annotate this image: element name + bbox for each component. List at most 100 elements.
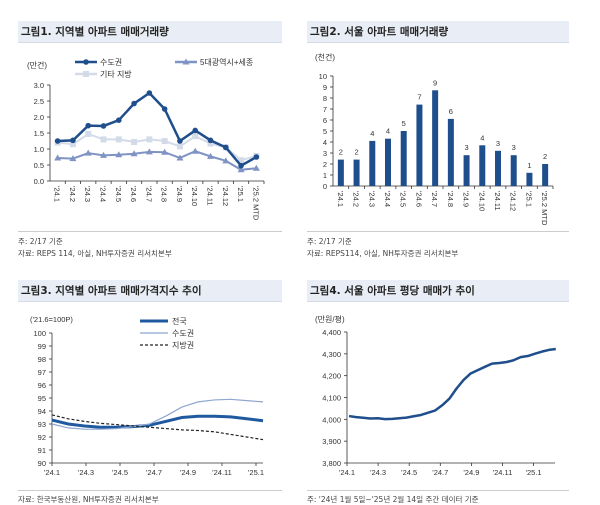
fig2-source: 자료: REPS114, 아실, NH투자증권 리서치본부 — [307, 249, 459, 258]
chart2-y-tick-label: 7 — [323, 105, 327, 114]
chart4-x-tick-label: '24.3 — [370, 468, 386, 477]
chart1-point — [161, 106, 168, 112]
chart3-legend-label: 전국 — [172, 316, 187, 326]
chart1-point — [146, 90, 153, 96]
chart2-data-label: 3 — [496, 139, 500, 148]
chart2-y-tick-label: 5 — [323, 127, 327, 136]
chart1-legend-label: 수도권 — [100, 57, 122, 67]
chart1-point — [69, 141, 76, 148]
chart1-point — [161, 138, 168, 144]
chart3-y-tick-label: 99 — [38, 342, 46, 351]
chart2-data-label: 6 — [449, 107, 453, 116]
chart1-point — [84, 149, 92, 156]
chart3-y-tick-label: 92 — [38, 433, 46, 442]
chart1-series-line-1 — [57, 150, 257, 171]
chart2-bar — [400, 131, 407, 186]
chart1-point — [237, 166, 245, 173]
chart4-y-tick-label: 3,800 — [322, 459, 341, 468]
chart4-y-tick-label: 3,900 — [322, 437, 341, 446]
fig2-title: 그림2. 서울 아파트 매매거래량 — [307, 21, 569, 43]
chart2-bar — [337, 159, 344, 186]
chart3-y-tick-label: 93 — [38, 420, 46, 429]
chart1-y-tick-label: 3.0 — [34, 81, 44, 90]
chart2-x-tick-label: '24.9 — [462, 191, 471, 207]
chart1-point — [100, 136, 107, 143]
chart1-legend-marker — [83, 59, 89, 65]
chart1-point — [70, 137, 76, 144]
chart2-x-tick-label: '24.2 — [352, 191, 361, 207]
fig1-source: 자료: REPS 114, 아실, NH투자증권 리서치본부 — [18, 249, 172, 258]
chart2-data-label: 2 — [339, 148, 343, 157]
chart4-x-tick-label: '24.9 — [463, 468, 479, 477]
chart2-x-tick-label: '24.5 — [399, 191, 408, 207]
chart1-point — [115, 136, 122, 143]
chart3-y-tick-label: 95 — [38, 394, 46, 403]
chart1-point — [207, 152, 214, 159]
chart2-y-tick-label: 10 — [319, 72, 327, 81]
chart1-point — [131, 100, 137, 107]
chart3-series-line-2 — [51, 414, 264, 441]
chart2-data-label: 4 — [480, 133, 484, 142]
chart1-x-tick-label: '24.3 — [83, 186, 92, 202]
chart2-y-tick-label: 1 — [323, 171, 327, 180]
chart2-x-tick-label: '24.11 — [493, 191, 502, 211]
chart1-point — [130, 150, 138, 157]
chart1-point — [177, 138, 183, 144]
chart1-x-tick-label: '24.1 — [53, 186, 62, 202]
chart4-x-tick-label: '25.1 — [526, 468, 542, 477]
fig4-note: 주: '24년 1월 5일~'25년 2월 14일 주간 데이터 기준 — [307, 495, 479, 504]
chart3-x-tick-label: '24.1 — [44, 468, 60, 477]
chart2-bar — [432, 90, 439, 186]
chart3-y-tick-label: 100 — [33, 329, 46, 338]
chart1-point — [238, 157, 245, 164]
chart2-bar — [416, 104, 423, 186]
chart2-y-tick-label: 3 — [323, 149, 327, 158]
chart2-bar — [369, 140, 376, 186]
chart1-point — [69, 155, 77, 162]
chart2-data-label: 2 — [354, 148, 358, 157]
chart3-y-tick-label: 98 — [38, 355, 46, 364]
chart4-x-tick-label: '24.11 — [493, 468, 513, 477]
divider — [18, 231, 282, 232]
chart3-unit: ('21.6=100P) — [30, 315, 73, 324]
fig3-title: 그림3. 지역별 아파트 매매가격지수 추이 — [18, 280, 282, 302]
chart1-y-tick-label: 0.0 — [34, 177, 44, 186]
chart1-x-tick-label: '24.6 — [129, 186, 138, 202]
chart1-point — [131, 138, 138, 145]
chart2-x-tick-label: '25.2 MTD — [540, 191, 549, 226]
chart4-y-tick-label: 4,400 — [322, 328, 341, 337]
chart2-data-label: 1 — [527, 161, 531, 170]
chart1-point — [54, 138, 61, 144]
chart1-unit: (만건) — [27, 60, 47, 70]
chart1-point — [85, 122, 92, 129]
chart1-x-tick-label: '24.11 — [206, 186, 215, 206]
chart1-x-tick-label: '24.4 — [99, 186, 108, 202]
chart1-point — [191, 147, 199, 154]
chart1-legend-marker — [182, 58, 190, 65]
chart3-y-tick-label: 90 — [38, 459, 46, 468]
chart4-unit: (만원/평) — [315, 314, 345, 324]
chart1-x-tick-label: '24.7 — [144, 186, 153, 202]
chart2-bar — [510, 155, 517, 186]
divider — [307, 490, 569, 491]
chart1-point — [115, 117, 122, 123]
chart2-unit: (천건) — [315, 52, 335, 62]
chart1-point — [145, 148, 153, 155]
chart1-point — [222, 157, 230, 164]
chart1-legend-marker — [83, 71, 89, 77]
chart2-bar — [385, 138, 391, 186]
chart2-bar — [542, 164, 549, 186]
chart1-y-tick-label: 2.5 — [34, 97, 44, 106]
chart1-point — [146, 136, 153, 143]
chart2-y-tick-label: 9 — [323, 83, 327, 92]
chart3-series-line-0 — [51, 414, 264, 429]
fig4-title: 그림4. 서울 아파트 평당 매매가 추이 — [307, 280, 569, 302]
chart1-point — [192, 127, 199, 134]
chart3-y-tick-label: 96 — [38, 381, 46, 390]
chart2-bar — [353, 159, 360, 186]
chart4-y-tick-label: 4,200 — [322, 372, 341, 381]
chart1-x-tick-label: '24.5 — [114, 186, 123, 202]
chart2-x-tick-label: '24.7 — [430, 191, 439, 207]
chart2-data-label: 4 — [370, 129, 374, 138]
chart1-point — [222, 144, 229, 151]
